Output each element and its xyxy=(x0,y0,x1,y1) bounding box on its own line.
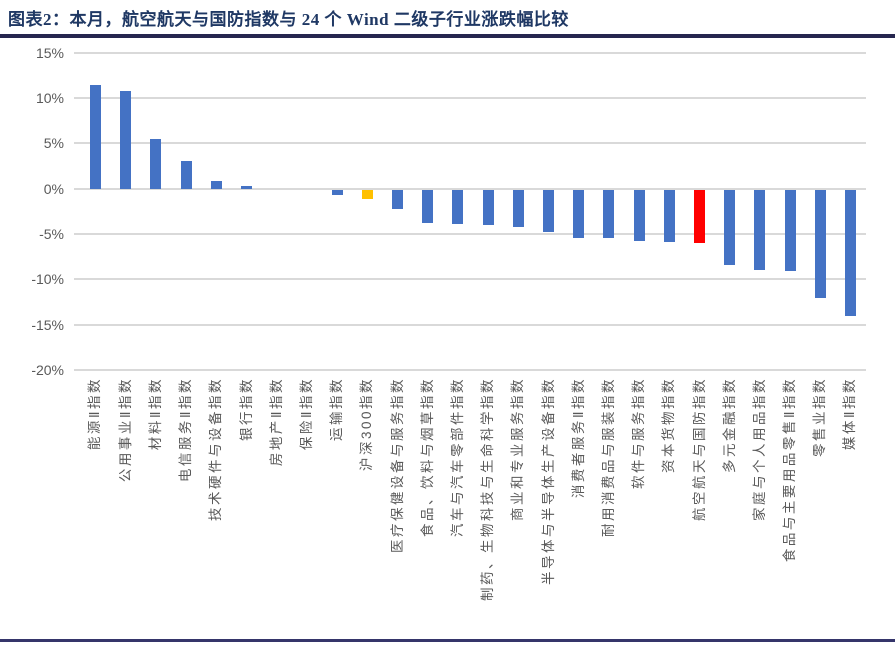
y-tick-label: 15% xyxy=(35,44,64,61)
y-tick-label: -10% xyxy=(31,271,64,288)
bottom-divider xyxy=(0,639,895,642)
category-label: 耐用消费品与服装指数 xyxy=(600,377,616,537)
category-label: 食品与主要用品零售Ⅱ指数 xyxy=(782,377,798,563)
bar xyxy=(814,189,826,299)
category-label: 银行指数 xyxy=(238,377,254,441)
bar xyxy=(241,185,252,189)
bar xyxy=(452,189,464,224)
category-label: 电信服务Ⅱ指数 xyxy=(178,377,194,483)
bar xyxy=(90,85,101,189)
y-tick-label: 10% xyxy=(35,89,64,106)
bar xyxy=(573,189,585,238)
category-label: 媒体Ⅱ指数 xyxy=(842,377,858,451)
bar xyxy=(422,189,434,224)
category-label: 软件与服务指数 xyxy=(631,377,647,489)
bar xyxy=(784,189,796,272)
bar xyxy=(482,189,494,225)
category-label: 制药、生物科技与生命科学指数 xyxy=(480,377,496,601)
category-label: 消费者服务Ⅱ指数 xyxy=(570,377,586,499)
bar xyxy=(361,189,373,199)
category-label: 材料Ⅱ指数 xyxy=(147,377,163,451)
gridline xyxy=(74,96,866,99)
gridline xyxy=(74,368,866,371)
bar xyxy=(603,189,615,239)
category-label: 零售业指数 xyxy=(812,377,828,457)
category-label: 商业和专业服务指数 xyxy=(510,377,526,521)
category-label: 保险Ⅱ指数 xyxy=(298,377,314,451)
bar xyxy=(210,181,222,189)
bar xyxy=(120,90,132,189)
bar xyxy=(543,189,554,233)
title-divider xyxy=(0,34,895,38)
category-label: 运输指数 xyxy=(329,377,345,441)
bar xyxy=(180,161,192,189)
category-label: 能源Ⅱ指数 xyxy=(87,377,103,451)
bar xyxy=(512,189,524,227)
category-label: 公用事业Ⅱ指数 xyxy=(117,377,133,483)
figure-title: 图表2：本月，航空航天与国防指数与 24 个 Wind 二级子行业涨跌幅比较 xyxy=(8,10,569,29)
bar xyxy=(392,189,403,209)
bar xyxy=(694,189,705,243)
bar-chart: 15% 10% 5% 0% -5% -10% -15% -20% 能源Ⅱ指数 公用事业Ⅱ指数 材料… xyxy=(0,38,895,638)
bar xyxy=(663,189,675,243)
category-label: 食品、饮料与烟草指数 xyxy=(419,377,435,537)
category-label: 家庭与个人用品指数 xyxy=(751,377,767,521)
y-tick-label: -20% xyxy=(31,361,64,378)
bar xyxy=(150,138,162,189)
category-label: 房地产Ⅱ指数 xyxy=(268,377,284,467)
gridline xyxy=(74,232,866,235)
bar xyxy=(633,189,645,242)
bar xyxy=(754,189,766,271)
category-label: 汽车与汽车零部件指数 xyxy=(449,377,465,537)
gridline xyxy=(74,187,866,190)
category-label: 资本货物指数 xyxy=(661,377,677,473)
gridline xyxy=(74,278,866,281)
gridline xyxy=(74,142,866,145)
category-label: 技术硬件与设备指数 xyxy=(208,377,224,521)
category-label: 半导体与半导体生产设备指数 xyxy=(540,377,556,585)
gridline xyxy=(74,323,866,326)
bar xyxy=(724,189,736,265)
bar xyxy=(845,189,856,316)
gridline xyxy=(74,51,866,54)
category-label: 航空航天与国防指数 xyxy=(691,377,707,521)
y-tick-label: -5% xyxy=(39,225,64,242)
y-tick-label: 5% xyxy=(43,135,64,152)
y-tick-label: 0% xyxy=(43,180,64,197)
category-label: 多元金融指数 xyxy=(721,377,737,473)
bar xyxy=(331,189,343,195)
category-label: 医疗保健设备与服务指数 xyxy=(389,377,405,553)
category-label: 沪深300指数 xyxy=(359,377,375,472)
y-tick-label: -15% xyxy=(31,316,64,333)
